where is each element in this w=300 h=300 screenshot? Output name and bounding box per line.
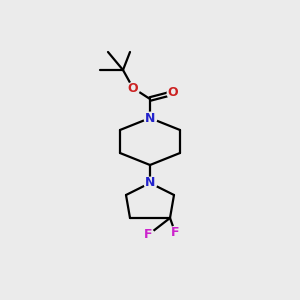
Text: N: N (145, 112, 155, 124)
Text: F: F (144, 229, 152, 242)
Text: O: O (128, 82, 138, 94)
Text: N: N (145, 176, 155, 190)
Text: O: O (168, 86, 178, 100)
Text: F: F (171, 226, 179, 238)
